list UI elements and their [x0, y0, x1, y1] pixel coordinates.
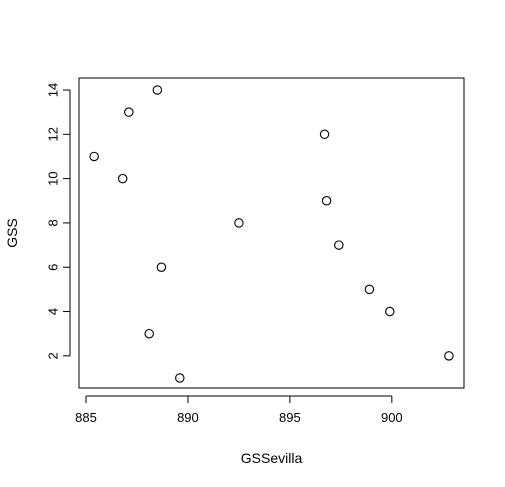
- data-point: [124, 107, 134, 117]
- plot-box: [78, 77, 465, 389]
- data-point: [144, 328, 154, 339]
- data-point: [444, 351, 454, 361]
- y-tick-label: 4: [46, 308, 61, 315]
- data-points: [89, 85, 454, 383]
- data-point: [334, 240, 344, 250]
- x-tick-label: 890: [177, 410, 199, 425]
- x-tick-label: 885: [75, 410, 97, 425]
- y-tick-label: 6: [46, 264, 61, 271]
- data-point: [175, 373, 185, 383]
- data-point: [156, 262, 167, 272]
- data-point: [234, 218, 244, 228]
- y-axis: 2 4 6 8 10 12 14: [46, 83, 71, 359]
- data-point: [364, 284, 375, 295]
- y-tick-label: 2: [46, 352, 61, 359]
- data-point: [117, 173, 128, 184]
- y-tick-label: 10: [46, 171, 61, 185]
- y-tick-label: 8: [46, 219, 61, 226]
- data-point: [152, 85, 163, 95]
- data-point: [319, 129, 330, 140]
- x-axis-title: GSSevilla: [241, 450, 303, 466]
- data-point: [385, 306, 395, 317]
- data-point: [89, 151, 99, 162]
- x-axis: 885 890 895 900: [75, 395, 403, 425]
- x-tick-label: 895: [279, 410, 301, 425]
- x-tick-label: 900: [381, 410, 403, 425]
- y-axis-title: GSS: [4, 218, 20, 248]
- y-tick-label: 14: [46, 83, 61, 97]
- data-point: [321, 196, 332, 206]
- y-tick-label: 12: [46, 127, 61, 141]
